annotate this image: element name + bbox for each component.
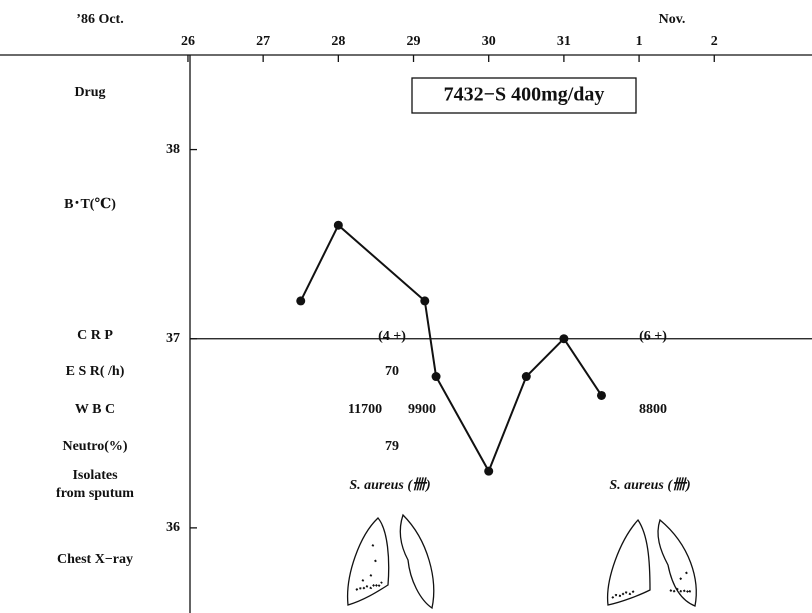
temperature-point (559, 334, 568, 343)
x-tick-label: 29 (407, 34, 421, 49)
temperature-point (484, 467, 493, 476)
temperature-point (522, 372, 531, 381)
x-tick-label: 1 (636, 34, 643, 49)
y-tick-label: 38 (166, 142, 180, 157)
row-entry: 8800 (639, 402, 667, 417)
temperature-point (334, 221, 343, 230)
row-label: E S R( /h) (66, 364, 125, 379)
row-label: from sputum (56, 486, 134, 501)
row-label: W B C (75, 402, 115, 417)
row-entry: S. aureus (卌) (349, 477, 430, 493)
x-tick-label: 30 (482, 34, 496, 49)
month-label: ’86 Oct. (76, 12, 123, 27)
temperature-point (432, 372, 441, 381)
row-entry: S. aureus (卌) (609, 477, 690, 493)
y-axis-label: B･T(℃) (64, 197, 116, 212)
x-tick-label: 26 (181, 34, 195, 49)
month-label: Nov. (659, 12, 686, 27)
row-label: Neutro(%) (62, 439, 127, 454)
x-tick-label: 2 (711, 34, 718, 49)
temperature-point (296, 296, 305, 305)
temperature-point (597, 391, 606, 400)
drug-regimen: 7432−S 400mg/day (444, 84, 605, 106)
row-entry: 79 (385, 439, 399, 454)
row-entry: 11700 (348, 402, 382, 417)
temperature-line (301, 225, 602, 471)
row-entry: (6 +) (639, 329, 667, 344)
temperature-point (420, 296, 429, 305)
x-tick-label: 27 (256, 34, 270, 49)
row-label: Chest X−ray (57, 552, 133, 567)
chest-xray-1 (348, 515, 434, 608)
clinical-course-chart: ’86 Oct. Nov. Drug 7432−S 400mg/day B･T(… (0, 0, 812, 613)
row-entry: 70 (385, 364, 399, 379)
chest-xray-2 (608, 520, 697, 606)
y-tick-label: 36 (166, 520, 180, 535)
row-entry: 9900 (408, 402, 436, 417)
row-label: Drug (74, 85, 105, 100)
row-label: C R P (77, 328, 113, 343)
x-tick-label: 28 (331, 34, 345, 49)
row-entry: (4 +) (378, 329, 406, 344)
y-tick-label: 37 (166, 331, 180, 346)
x-tick-label: 31 (557, 34, 571, 49)
row-label: Isolates (72, 468, 118, 483)
